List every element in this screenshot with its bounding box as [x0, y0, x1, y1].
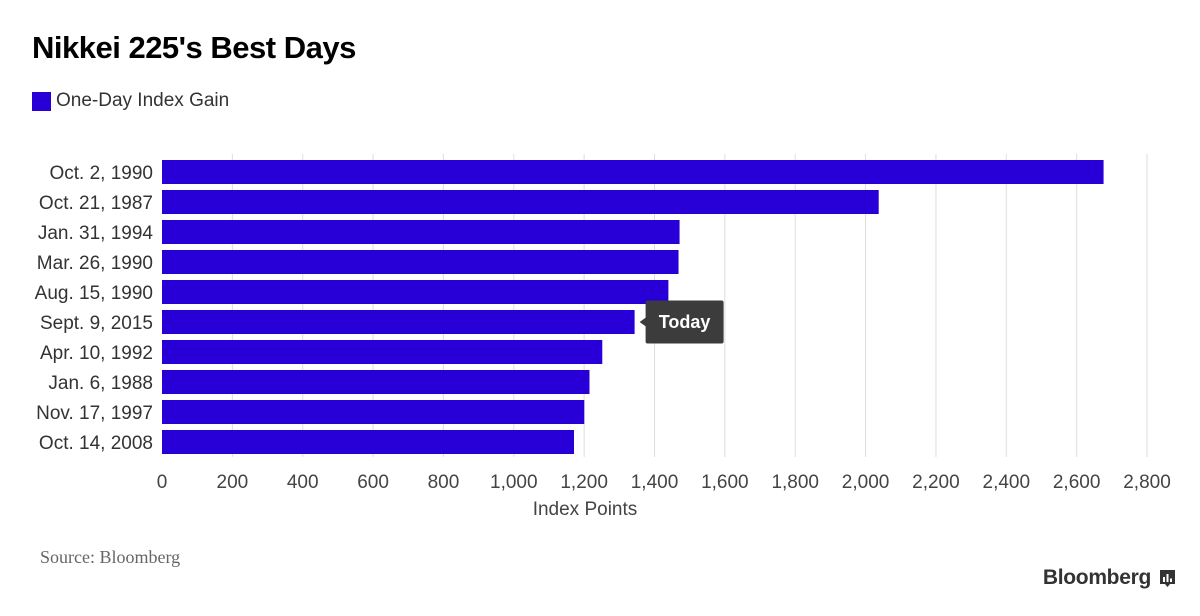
x-tick-label: 1,200: [560, 472, 608, 493]
category-label: Nov. 17, 1997: [36, 403, 153, 424]
bar: [162, 190, 879, 214]
brand: Bloomberg: [1043, 566, 1176, 590]
x-tick-label: 2,800: [1123, 472, 1171, 493]
x-tick-label: 1,400: [631, 472, 679, 493]
bloomberg-chart-icon: [1160, 569, 1175, 587]
x-tick-label: 400: [287, 472, 319, 493]
bar: [162, 310, 635, 334]
bar: [162, 250, 679, 274]
brand-logo: Bloomberg: [1042, 566, 1151, 589]
source-note: Source: Bloomberg: [40, 547, 181, 567]
category-label: Jan. 6, 1988: [48, 373, 153, 394]
category-label: Jan. 31, 1994: [38, 223, 154, 244]
x-tick-label: 2,000: [842, 472, 890, 493]
category-label: Oct. 2, 1990: [49, 163, 153, 184]
category-label: Oct. 21, 1987: [39, 193, 153, 214]
bar: [162, 160, 1104, 184]
chart-title: Nikkei 225's Best Days: [32, 30, 356, 65]
bar: [162, 400, 585, 424]
bar: [162, 340, 603, 364]
callout-box: [645, 300, 724, 344]
legend-label: One-Day Index Gain: [56, 90, 230, 111]
category-label: Apr. 10, 1992: [40, 343, 153, 364]
x-tick-labels: 0 200 400 600 800 1,000 1,200 1,400 1,600 1,800 2,…: [157, 472, 1171, 493]
x-tick-label: 200: [217, 472, 249, 493]
x-tick-label: 600: [357, 472, 389, 493]
x-tick-label: 0: [157, 472, 168, 493]
bar: [162, 280, 669, 304]
category-label: Sept. 9, 2015: [40, 313, 153, 334]
bar: [162, 220, 680, 244]
bar: [162, 430, 574, 454]
callout-text: Today: [659, 312, 711, 332]
legend-swatch: [32, 91, 51, 111]
x-tick-label: 2,400: [983, 472, 1031, 493]
x-tick-label: 1,000: [490, 472, 538, 493]
today-callout: Today: [639, 300, 724, 344]
legend: One-Day Index Gain: [32, 90, 229, 112]
x-axis-title: Index Points: [533, 499, 638, 520]
x-tick-label: 1,600: [701, 472, 749, 493]
x-tick-label: 2,200: [912, 472, 960, 493]
category-label: Oct. 14, 2008: [39, 433, 153, 454]
category-label: Aug. 15, 1990: [35, 283, 153, 304]
x-tick-label: 2,600: [1053, 472, 1101, 493]
category-labels: Oct. 2, 1990 Oct. 21, 1987 Jan. 31, 1994 Ma…: [35, 163, 154, 454]
bar: [162, 370, 590, 394]
x-tick-label: 1,800: [771, 472, 819, 493]
callout-pointer: [639, 317, 647, 327]
x-tick-label: 800: [428, 472, 460, 493]
bars: [162, 160, 1104, 454]
category-label: Mar. 26, 1990: [37, 253, 153, 274]
